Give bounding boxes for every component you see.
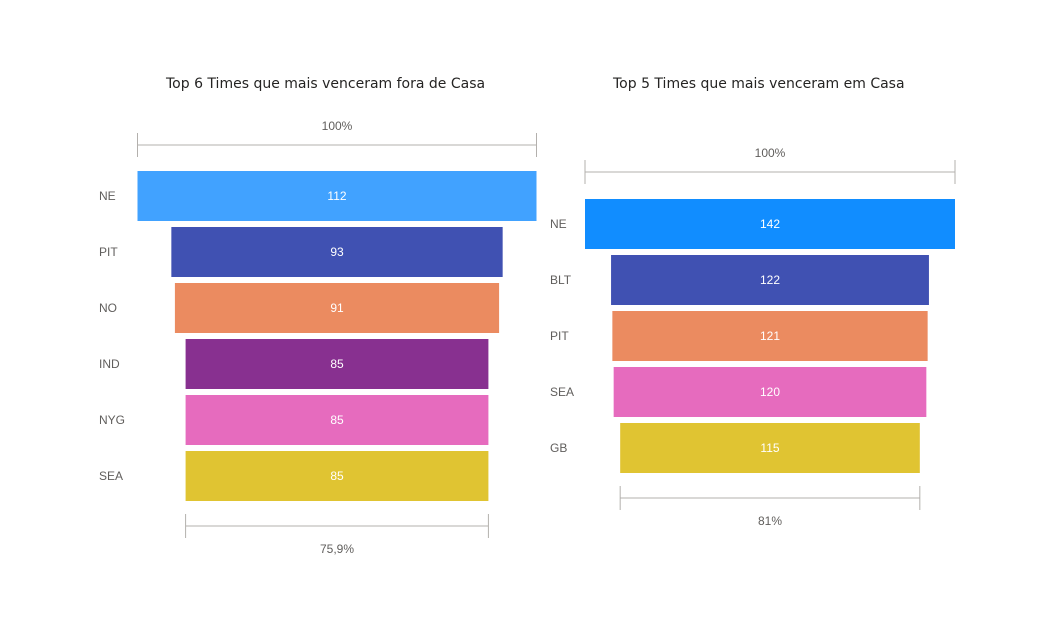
home-category-label: BLT	[550, 273, 572, 287]
away-bar-value-label: 85	[330, 413, 344, 427]
home-bar-value-label: 142	[760, 217, 780, 231]
away-bar-value-label: 91	[330, 301, 344, 315]
away-category-label: IND	[99, 357, 120, 371]
home-bottom-percent-label: 81%	[758, 514, 782, 528]
home-funnel-bar	[612, 311, 928, 361]
home-funnel-bar	[613, 367, 927, 417]
away-funnel-bar	[185, 395, 489, 445]
home-category-label: GB	[550, 441, 567, 455]
away-category-label: NE	[99, 189, 116, 203]
home-funnel-bar	[585, 199, 955, 249]
home-category-label: PIT	[550, 329, 569, 343]
away-funnel-bar	[174, 283, 500, 333]
home-bar-value-label: 122	[760, 273, 780, 287]
away-bar-value-label: 85	[330, 469, 344, 483]
chart-title-away: Top 6 Times que mais venceram fora de Ca…	[166, 76, 486, 92]
home-bar-value-label: 120	[760, 385, 780, 399]
away-funnel-bar	[185, 451, 489, 501]
home-top-percent-label: 100%	[755, 146, 786, 160]
away-category-label: NO	[99, 301, 117, 315]
chart-title-home: Top 5 Times que mais venceram em Casa	[613, 76, 905, 92]
away-category-label: SEA	[99, 469, 123, 483]
away-bar-value-label: 112	[327, 189, 346, 203]
away-category-label: NYG	[99, 413, 125, 427]
home-funnel-bar	[620, 423, 920, 473]
away-funnel-bar	[137, 171, 537, 221]
away-funnel-bar	[171, 227, 503, 277]
away-bar-value-label: 93	[330, 245, 344, 259]
home-category-label: NE	[550, 217, 567, 231]
home-bar-value-label: 115	[760, 441, 779, 455]
home-category-label: SEA	[550, 385, 574, 399]
away-category-label: PIT	[99, 245, 118, 259]
away-bar-value-label: 85	[330, 357, 344, 371]
away-bottom-percent-label: 75,9%	[320, 542, 354, 556]
home-bar-value-label: 121	[760, 329, 780, 343]
home-funnel-bar	[611, 255, 929, 305]
away-top-percent-label: 100%	[322, 119, 353, 133]
away-funnel-bar	[185, 339, 489, 389]
